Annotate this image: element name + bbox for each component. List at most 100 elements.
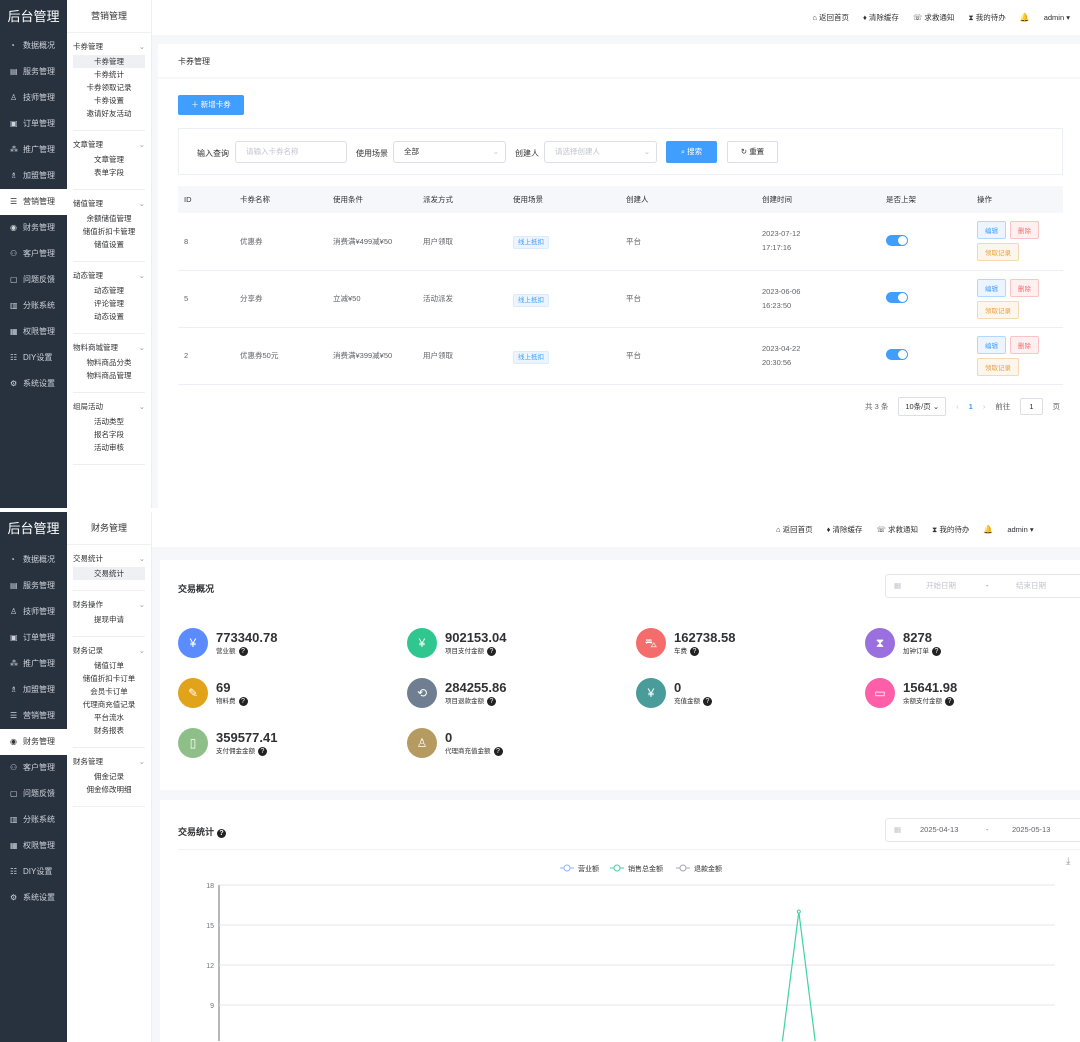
listed-toggle[interactable] xyxy=(886,349,908,360)
help-icon[interactable]: ? xyxy=(487,697,496,706)
submenu-item[interactable]: 余额储值管理 xyxy=(86,214,132,223)
submenu-item[interactable]: 活动审核 xyxy=(94,443,124,452)
submenu-item[interactable]: 储值折扣卡订单 xyxy=(82,674,136,683)
help-icon[interactable]: ? xyxy=(945,697,954,706)
top-nav-link[interactable]: ⌂ 返回首页 xyxy=(812,12,849,23)
user-menu[interactable]: admin ▾ xyxy=(1007,525,1033,534)
sidebar-item[interactable]: ⚙ 系统设置 xyxy=(0,371,67,397)
prev-page-icon[interactable]: ‹ xyxy=(956,402,959,411)
sidebar-item[interactable]: ☰ 营销管理 xyxy=(0,189,67,215)
delete-button[interactable]: 删除 xyxy=(1010,335,1039,354)
sidebar-item[interactable]: ☷ DIY设置 xyxy=(0,859,67,885)
sidebar-item[interactable]: ♙ 技师管理 xyxy=(0,599,67,625)
sidebar-item[interactable]: ◔ 数据概况 xyxy=(0,33,67,59)
submenu-group-header[interactable]: 财务记录 ⌄ xyxy=(73,643,145,659)
top-nav-link[interactable]: ⌂ 返回首页 xyxy=(776,524,813,535)
submenu-item[interactable]: 会员卡订单 xyxy=(90,687,128,696)
sidebar-item[interactable]: ▤ 服务管理 xyxy=(0,59,67,85)
submenu-group-header[interactable]: 文章管理 ⌄ xyxy=(73,137,145,153)
edit-button[interactable]: 编辑 xyxy=(977,335,1006,354)
help-icon[interactable]: ? xyxy=(703,697,712,706)
sidebar-item[interactable]: ♗ 加盟管理 xyxy=(0,677,67,703)
help-icon[interactable]: ? xyxy=(690,647,699,656)
sidebar-item[interactable]: ▤ 服务管理 xyxy=(0,573,67,599)
edit-button[interactable]: 编辑 xyxy=(977,278,1006,297)
sidebar-item[interactable]: ⁂ 推广管理 xyxy=(0,651,67,677)
top-nav-link[interactable]: ⧗ 我的待办 xyxy=(932,524,969,535)
submenu-item[interactable]: 交易统计 xyxy=(73,567,145,580)
claim-records-button[interactable]: 领取记录 xyxy=(977,357,1019,376)
sidebar-item[interactable]: ♙ 技师管理 xyxy=(0,85,67,111)
submenu-item[interactable]: 评论管理 xyxy=(94,299,124,308)
sidebar-item[interactable]: ▥ 分账系统 xyxy=(0,807,67,833)
reset-button[interactable]: ↻ 重置 xyxy=(727,141,778,163)
page-size-select[interactable]: 10条/页 ⌄ xyxy=(898,397,947,416)
submenu-item[interactable]: 文章管理 xyxy=(94,155,124,164)
submenu-item[interactable]: 财务报表 xyxy=(94,726,124,735)
add-coupon-button[interactable]: ＋ 新增卡券 xyxy=(178,95,244,115)
submenu-item[interactable]: 物料商品分类 xyxy=(86,358,132,367)
top-nav-link[interactable]: ♦ 清除缓存 xyxy=(863,12,899,23)
submenu-item[interactable]: 活动类型 xyxy=(94,417,124,426)
submenu-group-header[interactable]: 物料商城管理 ⌄ xyxy=(73,340,145,356)
sidebar-item[interactable]: ⚇ 客户管理 xyxy=(0,755,67,781)
sidebar-item[interactable]: ⚇ 客户管理 xyxy=(0,241,67,267)
claim-records-button[interactable]: 领取记录 xyxy=(977,300,1019,319)
sidebar-item[interactable]: ⁂ 推广管理 xyxy=(0,137,67,163)
submenu-group-header[interactable]: 动态管理 ⌄ xyxy=(73,268,145,284)
sidebar-item[interactable]: ▦ 权限管理 xyxy=(0,319,67,345)
next-page-icon[interactable]: › xyxy=(982,402,986,411)
top-nav-link[interactable]: ⧗ 我的待办 xyxy=(968,12,1005,23)
submenu-item[interactable]: 佣金记录 xyxy=(94,772,124,781)
page-1[interactable]: 1 xyxy=(968,402,973,411)
bell-icon[interactable]: 🔔 xyxy=(983,525,994,534)
claim-records-button[interactable]: 领取记录 xyxy=(977,243,1019,262)
listed-toggle[interactable] xyxy=(886,292,908,303)
help-icon[interactable]: ? xyxy=(217,829,227,838)
submenu-item[interactable]: 卡券领取记录 xyxy=(86,83,132,92)
sidebar-item[interactable]: ▣ 订单管理 xyxy=(0,625,67,651)
submenu-item[interactable]: 卡券管理 xyxy=(73,55,145,68)
top-nav-link[interactable]: ☏ 求救通知 xyxy=(877,524,918,535)
bell-icon[interactable]: 🔔 xyxy=(1019,13,1030,22)
submenu-item[interactable]: 卡券统计 xyxy=(94,70,124,79)
search-button[interactable]: ⌕ 搜索 xyxy=(666,141,717,163)
submenu-group-header[interactable]: 组局活动 ⌄ xyxy=(73,399,145,415)
end-date-input[interactable]: 结束日期 xyxy=(1016,581,1046,590)
submenu-item[interactable]: 储值订单 xyxy=(94,661,124,670)
sidebar-item[interactable]: ☷ DIY设置 xyxy=(0,345,67,371)
sidebar-item[interactable]: ▥ 分账系统 xyxy=(0,293,67,319)
submenu-item[interactable]: 平台流水 xyxy=(94,713,124,722)
listed-toggle[interactable] xyxy=(886,234,908,246)
download-icon[interactable]: ⤓ xyxy=(1066,856,1071,867)
chart-end-date[interactable]: 2025-05-13 xyxy=(1012,825,1051,834)
delete-button[interactable]: 删除 xyxy=(1010,221,1039,240)
scene-select[interactable]: 全部 ⌄ xyxy=(393,141,506,163)
submenu-group-header[interactable]: 储值管理 ⌄ xyxy=(73,196,145,212)
sidebar-item[interactable]: ♗ 加盟管理 xyxy=(0,163,67,189)
submenu-group-header[interactable]: 财务操作 ⌄ xyxy=(73,597,145,613)
submenu-item[interactable]: 邀请好友活动 xyxy=(86,109,132,118)
submenu-item[interactable]: 代理商充值记录 xyxy=(82,700,136,709)
submenu-item[interactable]: 动态管理 xyxy=(94,286,124,295)
sidebar-item[interactable]: ▣ 订单管理 xyxy=(0,111,67,137)
start-date-input[interactable]: 开始日期 xyxy=(926,581,956,590)
edit-button[interactable]: 编辑 xyxy=(977,221,1006,240)
top-nav-link[interactable]: ♦ 清除缓存 xyxy=(827,524,863,535)
sidebar-item[interactable]: ⚙ 系统设置 xyxy=(0,885,67,911)
delete-button[interactable]: 删除 xyxy=(1010,278,1039,297)
creator-select[interactable]: 请选择创建人 ⌄ xyxy=(544,141,657,163)
sidebar-item[interactable]: ☰ 营销管理 xyxy=(0,703,67,729)
sidebar-item[interactable]: ▦ 权限管理 xyxy=(0,833,67,859)
submenu-group-header[interactable]: 财务管理 ⌄ xyxy=(73,754,145,770)
help-icon[interactable]: ? xyxy=(258,747,267,756)
submenu-item[interactable]: 动态设置 xyxy=(94,312,124,321)
help-icon[interactable]: ? xyxy=(932,647,941,656)
submenu-item[interactable]: 表单字段 xyxy=(94,168,124,177)
date-range-picker[interactable]: ▦ 开始日期 - 结束日期 xyxy=(885,574,1080,598)
help-icon[interactable]: ? xyxy=(238,647,248,656)
top-nav-link[interactable]: ☏ 求救通知 xyxy=(913,12,954,23)
help-icon[interactable]: ? xyxy=(493,747,503,756)
submenu-item[interactable]: 储值设置 xyxy=(94,240,124,249)
submenu-item[interactable]: 佣金修改明细 xyxy=(86,785,132,794)
